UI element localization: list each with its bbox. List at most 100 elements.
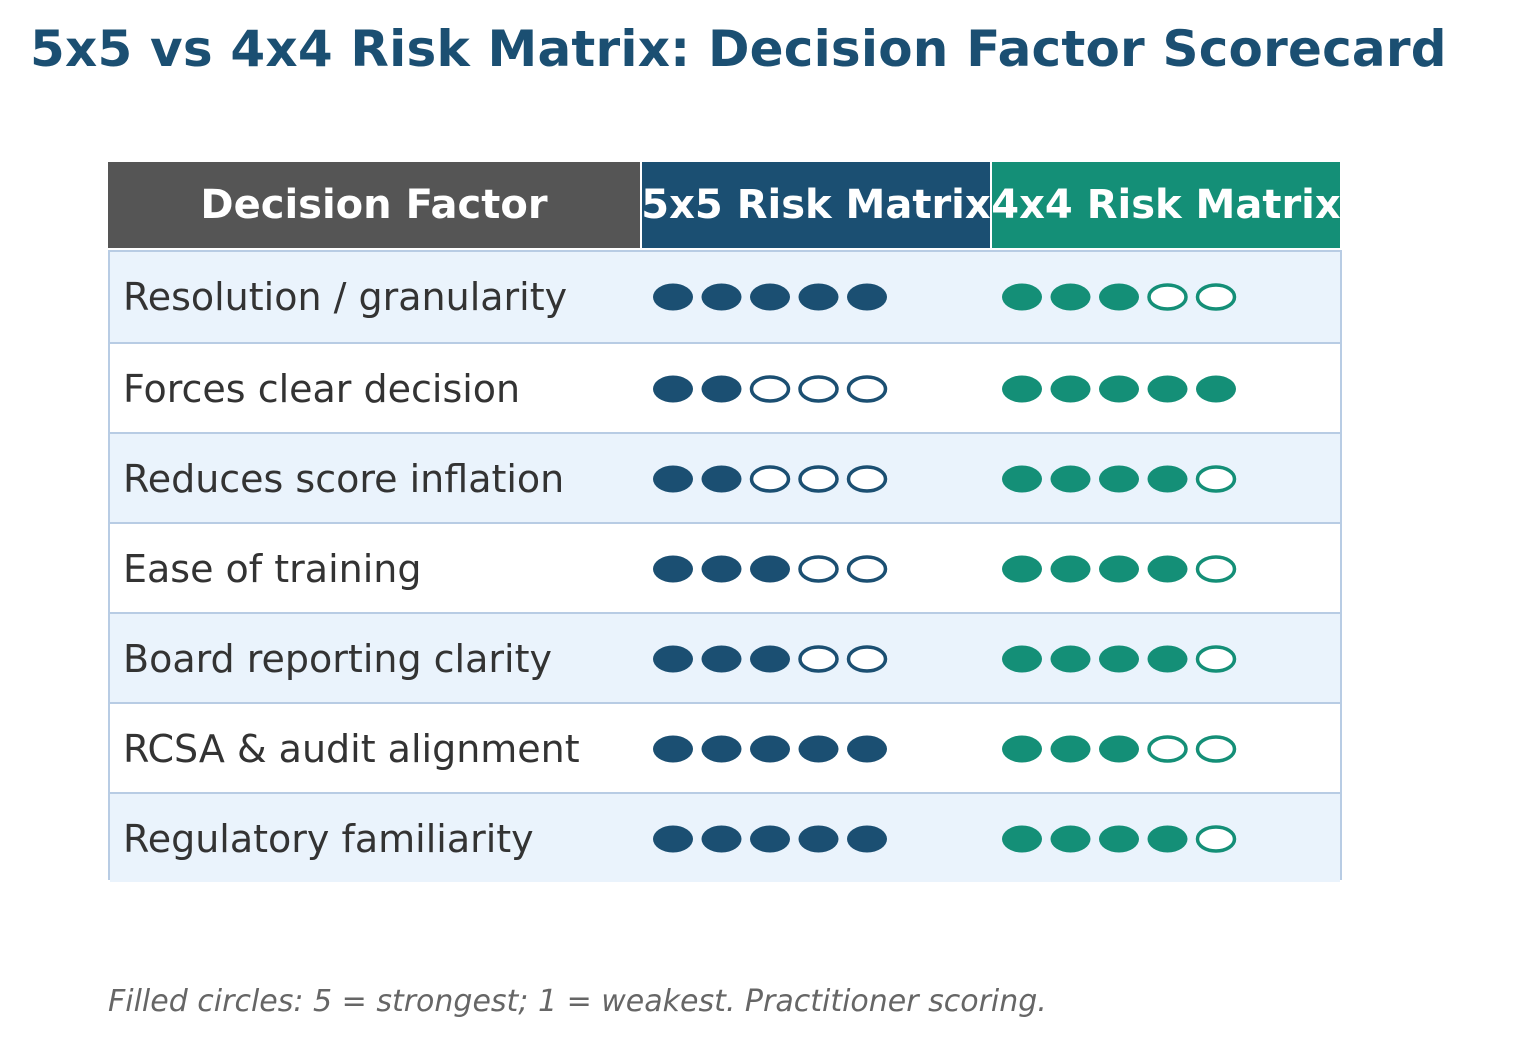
matrix-4x4-filled-circle — [1050, 375, 1091, 403]
column-header-5x5-matrix: 5x5 Risk Matrix — [642, 162, 990, 248]
factor-label: Resolution / granularity — [123, 275, 568, 319]
matrix-4x4-filled-circle — [1002, 555, 1042, 583]
table-row: Forces clear decision — [110, 342, 1340, 432]
matrix-5x5-filled-circle — [750, 555, 790, 583]
matrix-4x4-filled-circle — [1002, 645, 1042, 673]
factor-label: Forces clear decision — [123, 367, 521, 411]
matrix-4x4-filled-circle — [1147, 555, 1188, 583]
matrix-5x5-filled-circle — [701, 825, 742, 853]
matrix-4x4-filled-circle — [1002, 465, 1042, 493]
matrix-5x5-dots-svg — [653, 375, 888, 403]
matrix-5x5-filled-circle — [798, 825, 839, 853]
matrix-4x4-filled-circle — [1099, 645, 1139, 673]
matrix-4x4-dots-svg — [1002, 645, 1237, 673]
matrix-4x4-score-dots — [1001, 344, 1261, 434]
matrix-5x5-empty-circle — [798, 465, 839, 493]
table-row: Board reporting clarity — [110, 612, 1340, 702]
matrix-4x4-filled-circle — [1002, 825, 1042, 853]
matrix-5x5-score-dots — [652, 704, 912, 794]
matrix-4x4-filled-circle — [1099, 283, 1139, 311]
matrix-4x4-filled-circle — [1050, 645, 1091, 673]
matrix-5x5-filled-circle — [653, 555, 693, 583]
matrix-5x5-filled-circle — [847, 735, 887, 763]
matrix-4x4-empty-circle — [1147, 283, 1188, 311]
scorecard-rows: Resolution / granularity Forces clear dec… — [108, 250, 1342, 882]
matrix-5x5-dots-svg — [653, 735, 887, 763]
table-row: RCSA & audit alignment — [110, 702, 1340, 792]
column-header-decision-factor: Decision Factor — [108, 162, 640, 248]
matrix-5x5-empty-circle — [798, 555, 839, 583]
matrix-4x4-empty-circle — [1195, 555, 1237, 583]
matrix-4x4-score-dots — [1001, 252, 1261, 342]
factor-label: Reduces score inflation — [123, 457, 565, 501]
matrix-4x4-filled-circle — [1147, 465, 1188, 493]
matrix-4x4-score-dots — [1001, 794, 1261, 884]
matrix-4x4-filled-circle — [1196, 375, 1236, 403]
matrix-5x5-filled-circle — [653, 375, 693, 403]
matrix-4x4-filled-circle — [1050, 465, 1091, 493]
footnote: Filled circles: 5 = strongest; 1 = weake… — [108, 984, 1047, 1019]
matrix-5x5-score-dots — [652, 794, 912, 884]
matrix-4x4-dots-svg — [1002, 825, 1237, 853]
scorecard-table: Decision Factor 5x5 Risk Matrix 4x4 Risk… — [108, 162, 1342, 882]
column-header-4x4-matrix: 4x4 Risk Matrix — [992, 162, 1340, 248]
factor-label: Regulatory familiarity — [123, 817, 534, 861]
matrix-4x4-filled-circle — [1050, 825, 1091, 853]
matrix-5x5-filled-circle — [847, 825, 887, 853]
matrix-5x5-filled-circle — [701, 283, 742, 311]
matrix-5x5-score-dots — [652, 252, 912, 342]
matrix-5x5-score-dots — [652, 344, 912, 434]
matrix-5x5-empty-circle — [846, 465, 888, 493]
matrix-4x4-filled-circle — [1099, 735, 1139, 763]
matrix-4x4-empty-circle — [1147, 735, 1188, 763]
matrix-4x4-dots-svg — [1002, 375, 1236, 403]
matrix-5x5-filled-circle — [750, 645, 790, 673]
matrix-5x5-filled-circle — [701, 555, 742, 583]
matrix-4x4-filled-circle — [1099, 375, 1139, 403]
matrix-4x4-empty-circle — [1195, 645, 1237, 673]
table-row: Resolution / granularity — [110, 252, 1340, 342]
matrix-4x4-filled-circle — [1050, 555, 1091, 583]
matrix-5x5-filled-circle — [701, 375, 742, 403]
matrix-4x4-filled-circle — [1147, 375, 1188, 403]
matrix-4x4-dots-svg — [1002, 555, 1237, 583]
matrix-5x5-score-dots — [652, 434, 912, 524]
matrix-4x4-filled-circle — [1050, 735, 1091, 763]
matrix-5x5-filled-circle — [701, 735, 742, 763]
matrix-4x4-filled-circle — [1099, 465, 1139, 493]
matrix-4x4-dots-svg — [1002, 735, 1237, 763]
matrix-5x5-empty-circle — [846, 555, 888, 583]
matrix-5x5-filled-circle — [798, 735, 839, 763]
matrix-4x4-empty-circle — [1195, 465, 1237, 493]
matrix-5x5-filled-circle — [750, 283, 790, 311]
matrix-4x4-filled-circle — [1099, 555, 1139, 583]
page-title: 5x5 vs 4x4 Risk Matrix: Decision Factor … — [30, 20, 1447, 78]
matrix-5x5-filled-circle — [653, 283, 693, 311]
factor-label: Board reporting clarity — [123, 637, 552, 681]
matrix-4x4-filled-circle — [1002, 283, 1042, 311]
matrix-5x5-filled-circle — [750, 735, 790, 763]
matrix-4x4-score-dots — [1001, 524, 1261, 614]
matrix-5x5-filled-circle — [653, 825, 693, 853]
matrix-5x5-filled-circle — [701, 645, 742, 673]
matrix-5x5-filled-circle — [653, 465, 693, 493]
matrix-5x5-filled-circle — [847, 283, 887, 311]
factor-label: Ease of training — [123, 547, 422, 591]
matrix-5x5-dots-svg — [653, 465, 888, 493]
table-row: Ease of training — [110, 522, 1340, 612]
matrix-5x5-empty-circle — [846, 375, 888, 403]
matrix-5x5-score-dots — [652, 614, 912, 704]
matrix-4x4-dots-svg — [1002, 465, 1237, 493]
matrix-4x4-filled-circle — [1002, 375, 1042, 403]
matrix-5x5-empty-circle — [798, 375, 839, 403]
matrix-4x4-dots-svg — [1002, 283, 1237, 311]
matrix-5x5-filled-circle — [798, 283, 839, 311]
table-row: Reduces score inflation — [110, 432, 1340, 522]
matrix-4x4-filled-circle — [1002, 735, 1042, 763]
matrix-5x5-empty-circle — [749, 465, 791, 493]
matrix-4x4-filled-circle — [1050, 283, 1091, 311]
matrix-5x5-dots-svg — [653, 555, 888, 583]
matrix-4x4-filled-circle — [1099, 825, 1139, 853]
matrix-5x5-filled-circle — [750, 825, 790, 853]
matrix-5x5-filled-circle — [701, 465, 742, 493]
